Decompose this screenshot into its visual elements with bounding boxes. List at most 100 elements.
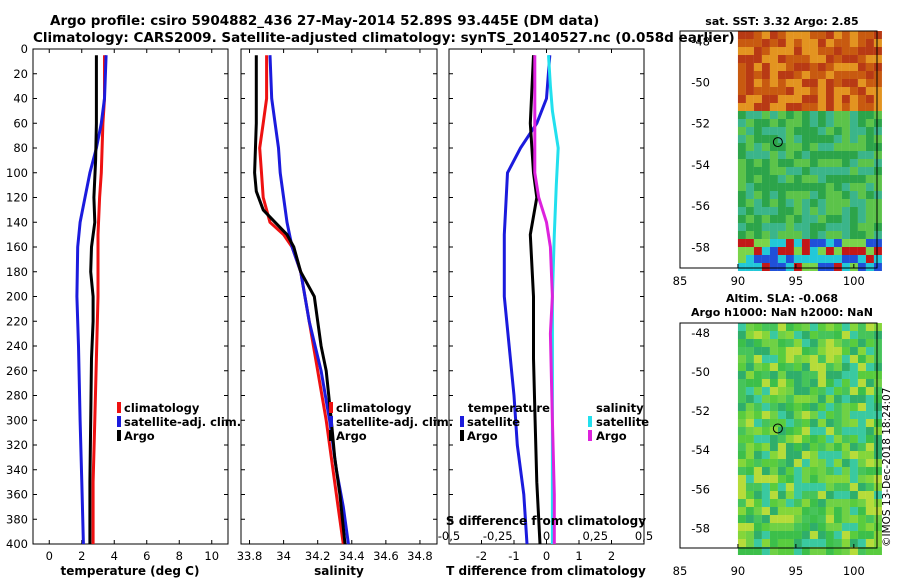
map-cell (737, 143, 746, 151)
legend-s-satellite: satellite (596, 415, 649, 429)
map-cell (817, 31, 826, 39)
map-cell (801, 135, 810, 143)
map-cell (865, 183, 874, 191)
map-cell (873, 127, 882, 135)
map-cell (753, 387, 762, 395)
map-cell (737, 175, 746, 183)
map-cell (841, 55, 850, 63)
s-tick-label: -0,25 (483, 529, 513, 543)
map-cell (841, 339, 850, 347)
map-cell (753, 247, 762, 255)
map-cell (793, 443, 802, 451)
map-cell (825, 167, 834, 175)
map-cell (825, 419, 834, 427)
map-cell (825, 119, 834, 127)
map-cell (809, 451, 818, 459)
map-cell (761, 419, 770, 427)
map-cell (865, 427, 874, 435)
map-cell (745, 55, 754, 63)
map-cell (777, 79, 786, 87)
map-cell (793, 347, 802, 355)
map-cell (769, 547, 778, 555)
map-cell (753, 47, 762, 55)
map-cell (785, 39, 794, 47)
map-cell (769, 167, 778, 175)
map-cell (753, 111, 762, 119)
map-cell (857, 331, 866, 339)
map-cell (769, 103, 778, 111)
map-cell (841, 403, 850, 411)
map-cell (793, 39, 802, 47)
map-cell (873, 119, 882, 127)
map-cell (761, 63, 770, 71)
map-cell (873, 111, 882, 119)
map-cell (817, 207, 826, 215)
map-cell (753, 547, 762, 555)
map-y-tick-label: -50 (691, 365, 710, 379)
map-cell (745, 499, 754, 507)
map-cell (833, 483, 842, 491)
x-tick-label: 2 (78, 549, 85, 563)
map-cell (841, 87, 850, 95)
map-cell (737, 379, 746, 387)
temperature-panel-frame (32, 48, 229, 545)
map-cell (809, 111, 818, 119)
map-cell (873, 87, 882, 95)
map-cell (801, 523, 810, 531)
map-cell (769, 475, 778, 483)
map-cell (841, 419, 850, 427)
map-cell (761, 379, 770, 387)
map-cell (857, 339, 866, 347)
map-cell (785, 151, 794, 159)
map-cell (825, 215, 834, 223)
map-cell (785, 411, 794, 419)
map-cell (817, 427, 826, 435)
map-cell (841, 379, 850, 387)
map-cell (841, 459, 850, 467)
map-cell (817, 347, 826, 355)
map-cell (785, 239, 794, 247)
depth-tick-label: 20 (13, 67, 28, 81)
map-cell (857, 223, 866, 231)
map-cell (745, 523, 754, 531)
map-cell (745, 207, 754, 215)
map-cell (761, 347, 770, 355)
map-cell (857, 167, 866, 175)
map-cell (873, 239, 882, 247)
map-cell (849, 539, 858, 547)
map-cell (801, 547, 810, 555)
map-cell (841, 47, 850, 55)
map-cell (873, 427, 882, 435)
map-cell (857, 515, 866, 523)
map-cell (833, 531, 842, 539)
map-cell (769, 183, 778, 191)
map-cell (777, 63, 786, 71)
map-cell (745, 347, 754, 355)
map-cell (841, 523, 850, 531)
map-cell (745, 39, 754, 47)
map-cell (817, 63, 826, 71)
map-cell (793, 339, 802, 347)
map-cell (833, 435, 842, 443)
map-cell (769, 331, 778, 339)
map-cell (753, 523, 762, 531)
map-cell (737, 183, 746, 191)
legend-swatch-satellite (117, 416, 121, 427)
map-cell (785, 159, 794, 167)
map-cell (753, 87, 762, 95)
map-cell (817, 119, 826, 127)
map-cell (825, 95, 834, 103)
map-cell (825, 71, 834, 79)
map-cell (809, 183, 818, 191)
map-cell (745, 191, 754, 199)
map-cell (745, 63, 754, 71)
map-cell (801, 215, 810, 223)
map-cell (801, 199, 810, 207)
map-cell (753, 379, 762, 387)
map-cell (761, 411, 770, 419)
map-cell (873, 191, 882, 199)
map-cell (753, 491, 762, 499)
map-cell (857, 207, 866, 215)
map-cell (873, 515, 882, 523)
map-y-tick-label: -52 (691, 404, 710, 418)
